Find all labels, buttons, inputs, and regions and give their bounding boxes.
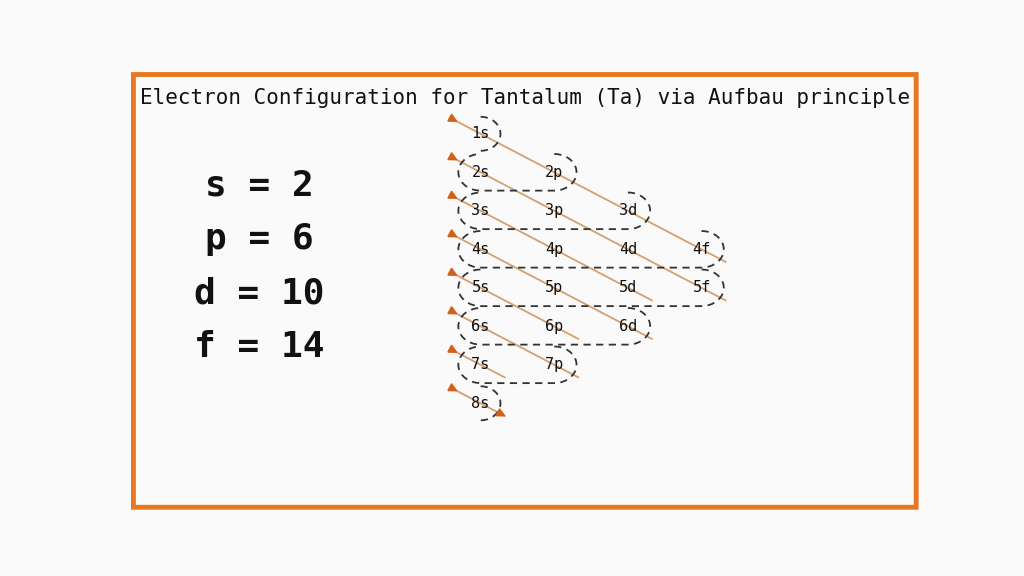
Text: 3p: 3p xyxy=(545,203,563,218)
Text: 4p: 4p xyxy=(545,242,563,257)
Text: 5f: 5f xyxy=(692,281,711,295)
Text: 7p: 7p xyxy=(545,357,563,372)
Text: 6p: 6p xyxy=(545,319,563,334)
Text: 5p: 5p xyxy=(545,281,563,295)
Text: p = 6: p = 6 xyxy=(206,222,314,256)
Polygon shape xyxy=(447,191,457,198)
Polygon shape xyxy=(447,384,457,391)
Text: s = 2: s = 2 xyxy=(206,168,314,202)
Text: 2p: 2p xyxy=(545,165,563,180)
Polygon shape xyxy=(447,268,457,275)
Text: d = 10: d = 10 xyxy=(195,276,325,310)
Text: Electron Configuration for Tantalum (Ta) via Aufbau principle: Electron Configuration for Tantalum (Ta)… xyxy=(139,88,910,108)
Polygon shape xyxy=(447,230,457,237)
Text: 4s: 4s xyxy=(471,242,489,257)
Polygon shape xyxy=(447,345,457,353)
Text: 4f: 4f xyxy=(692,242,711,257)
Polygon shape xyxy=(447,153,457,160)
Text: f = 14: f = 14 xyxy=(195,330,325,364)
Text: 1s: 1s xyxy=(471,126,489,141)
Polygon shape xyxy=(447,114,457,122)
Text: 5s: 5s xyxy=(471,281,489,295)
Polygon shape xyxy=(496,409,505,416)
Text: 7s: 7s xyxy=(471,357,489,372)
Text: 3s: 3s xyxy=(471,203,489,218)
Text: 3d: 3d xyxy=(618,203,637,218)
Text: 4d: 4d xyxy=(618,242,637,257)
FancyBboxPatch shape xyxy=(133,74,916,507)
Text: 5d: 5d xyxy=(618,281,637,295)
Text: 6s: 6s xyxy=(471,319,489,334)
Text: 8s: 8s xyxy=(471,396,489,411)
Text: 2s: 2s xyxy=(471,165,489,180)
Polygon shape xyxy=(447,307,457,314)
Text: 6d: 6d xyxy=(618,319,637,334)
